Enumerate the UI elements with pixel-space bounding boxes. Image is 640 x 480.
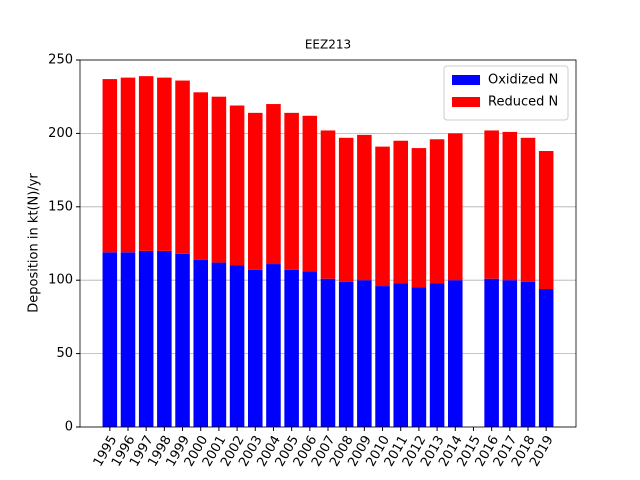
bar — [393, 140, 408, 284]
bar — [411, 287, 427, 427]
bar — [102, 79, 118, 253]
bar — [302, 271, 318, 427]
legend-label: Oxidized N — [488, 73, 558, 88]
y-tick-label: 200 — [48, 126, 73, 141]
bar — [448, 280, 463, 427]
bar — [302, 115, 318, 272]
legend-label: Reduced N — [488, 95, 558, 110]
bar — [357, 280, 372, 427]
bar — [138, 250, 154, 427]
bar — [375, 286, 390, 427]
legend-swatch — [452, 75, 480, 85]
y-axis-label: Deposition in kt(N)/yr — [27, 173, 42, 313]
bar — [375, 146, 390, 287]
bar — [320, 130, 336, 279]
bar — [502, 131, 518, 281]
y-tick-label: 0 — [65, 420, 73, 435]
bar — [120, 252, 136, 427]
bar — [338, 137, 354, 282]
bar — [229, 265, 245, 427]
bar — [429, 283, 445, 427]
bar — [120, 77, 136, 253]
y-tick-label: 250 — [48, 53, 73, 68]
bar — [193, 259, 208, 427]
legend-swatch — [452, 97, 480, 107]
bar — [157, 77, 172, 251]
bar — [229, 105, 245, 266]
bar — [411, 148, 427, 288]
bar — [102, 252, 118, 427]
bar — [484, 278, 499, 427]
bar — [393, 283, 408, 427]
bar — [538, 151, 554, 290]
bar — [175, 80, 190, 254]
y-tick-label: 50 — [56, 346, 73, 361]
bar — [357, 134, 372, 281]
bar — [138, 76, 154, 251]
axes-frame — [79, 59, 577, 428]
bar — [193, 92, 208, 260]
bar — [502, 280, 518, 427]
bar — [284, 112, 299, 270]
bar — [248, 112, 263, 270]
bar — [157, 250, 172, 427]
bar — [429, 139, 445, 284]
bar — [538, 289, 554, 427]
chart-title: EEZ213 — [305, 38, 351, 52]
bar — [266, 264, 281, 427]
bar — [284, 269, 299, 427]
y-tick-label: 100 — [48, 273, 73, 288]
bar — [484, 130, 499, 279]
bar — [520, 137, 536, 282]
bar — [320, 278, 336, 427]
bar — [211, 96, 227, 263]
bar — [266, 104, 281, 265]
bar — [211, 262, 227, 427]
bar — [248, 269, 263, 427]
y-tick-label: 150 — [48, 199, 73, 214]
bar — [175, 253, 190, 427]
bar — [338, 281, 354, 427]
bar — [520, 281, 536, 427]
bar — [448, 133, 463, 281]
